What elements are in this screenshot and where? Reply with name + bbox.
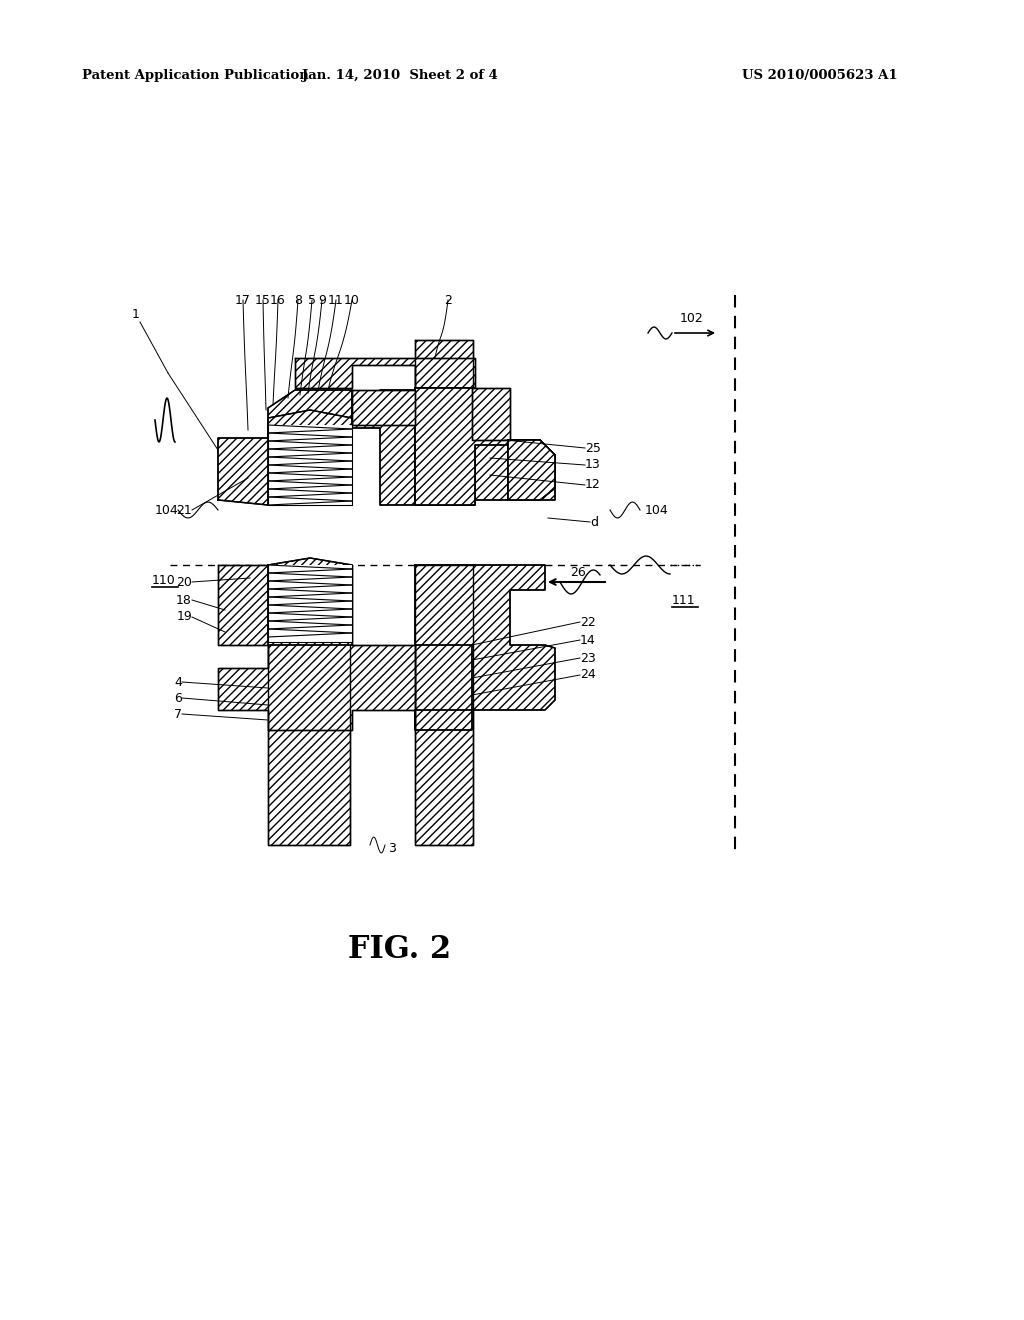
Polygon shape <box>415 388 555 506</box>
Text: Patent Application Publication: Patent Application Publication <box>82 69 309 82</box>
Polygon shape <box>295 358 475 388</box>
Text: 4: 4 <box>174 676 182 689</box>
Text: 25: 25 <box>585 441 601 454</box>
Polygon shape <box>218 565 415 730</box>
Polygon shape <box>268 565 350 845</box>
Text: 20: 20 <box>176 576 193 589</box>
Text: 104: 104 <box>645 503 669 516</box>
Text: d: d <box>590 516 598 528</box>
Text: 14: 14 <box>580 634 596 647</box>
Text: 102: 102 <box>680 312 703 325</box>
Text: 10: 10 <box>344 293 360 306</box>
Text: 8: 8 <box>294 293 302 306</box>
Text: 13: 13 <box>585 458 601 471</box>
Text: 19: 19 <box>176 610 193 623</box>
Text: 111: 111 <box>672 594 695 606</box>
Text: 26: 26 <box>570 565 586 578</box>
Polygon shape <box>472 388 510 440</box>
Polygon shape <box>415 565 473 845</box>
Text: 24: 24 <box>580 668 596 681</box>
Polygon shape <box>508 440 555 500</box>
Polygon shape <box>268 558 352 645</box>
Polygon shape <box>218 389 415 506</box>
Polygon shape <box>415 565 555 730</box>
Polygon shape <box>268 425 352 506</box>
Text: 15: 15 <box>255 293 271 306</box>
Text: 7: 7 <box>174 708 182 721</box>
Text: 21: 21 <box>176 503 193 516</box>
Text: 16: 16 <box>270 293 286 306</box>
Text: 2: 2 <box>444 293 452 306</box>
Text: 22: 22 <box>580 615 596 628</box>
Text: 9: 9 <box>318 293 326 306</box>
Polygon shape <box>268 565 352 642</box>
Polygon shape <box>268 411 352 506</box>
Polygon shape <box>352 389 415 425</box>
Polygon shape <box>415 341 473 425</box>
Text: 17: 17 <box>236 293 251 306</box>
Polygon shape <box>415 388 555 506</box>
Text: US 2010/0005623 A1: US 2010/0005623 A1 <box>742 69 898 82</box>
Text: 110: 110 <box>152 573 176 586</box>
Text: Jan. 14, 2010  Sheet 2 of 4: Jan. 14, 2010 Sheet 2 of 4 <box>302 69 498 82</box>
Text: 3: 3 <box>388 842 396 854</box>
Text: 5: 5 <box>308 293 316 306</box>
Text: 104: 104 <box>155 503 179 516</box>
Text: 23: 23 <box>580 652 596 664</box>
Text: 1: 1 <box>132 309 140 322</box>
Text: 11: 11 <box>328 293 344 306</box>
Text: FIG. 2: FIG. 2 <box>348 935 452 965</box>
Text: 6: 6 <box>174 692 182 705</box>
Text: 12: 12 <box>585 479 601 491</box>
Text: 18: 18 <box>176 594 193 606</box>
